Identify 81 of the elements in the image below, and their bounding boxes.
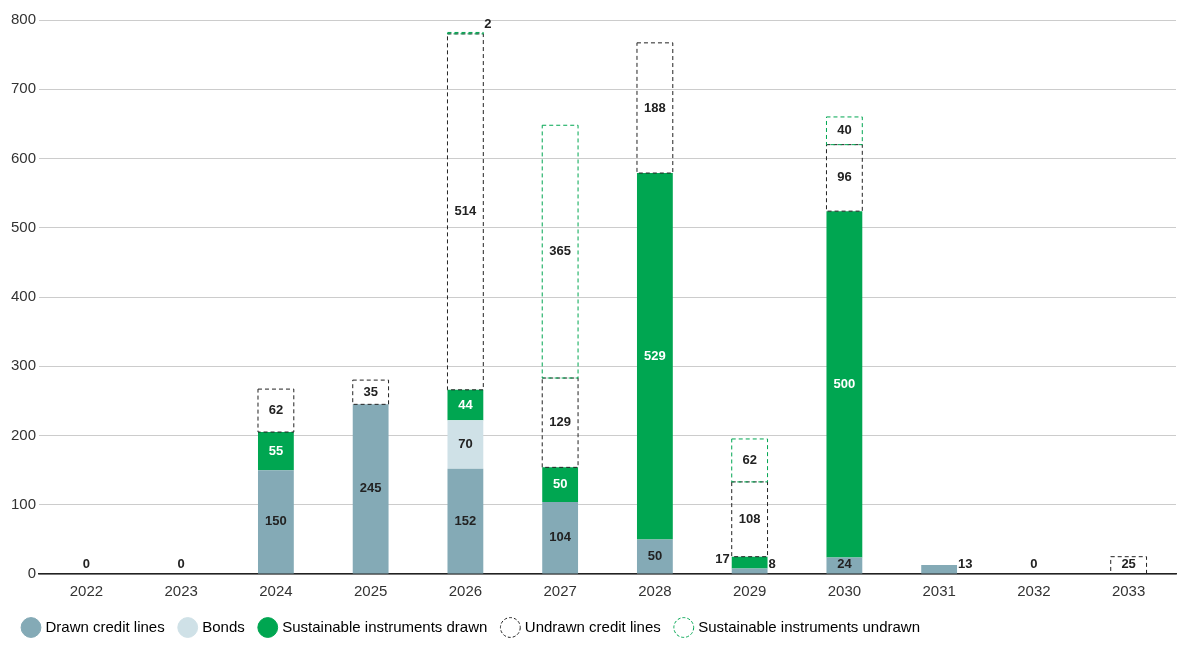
y-tick-label: 100 xyxy=(11,494,37,512)
bar xyxy=(447,468,484,574)
legend-label: Bonds xyxy=(202,617,245,635)
legend-label: Undrawn credit lines xyxy=(524,617,661,635)
x-tick-label: 2028 xyxy=(638,582,672,600)
y-tick-label: 600 xyxy=(11,148,37,166)
bar xyxy=(636,42,674,174)
bar xyxy=(447,389,484,421)
bar xyxy=(541,124,579,379)
legend-label: Drawn credit lines xyxy=(45,617,165,635)
bar xyxy=(636,173,673,540)
data-label: 35 xyxy=(363,383,378,399)
data-label: 0 xyxy=(1030,555,1038,571)
data-label: 96 xyxy=(837,169,852,185)
x-tick-label: 2029 xyxy=(732,582,767,600)
bar xyxy=(352,404,389,574)
x-tick-label: 2025 xyxy=(353,582,388,600)
data-label: 13 xyxy=(958,556,973,572)
bar xyxy=(446,31,484,35)
data-label: 70 xyxy=(458,436,473,452)
data-label: 50 xyxy=(552,476,568,492)
data-label: 188 xyxy=(644,99,666,115)
x-tick-label: 2023 xyxy=(164,582,198,600)
data-label: 2 xyxy=(484,16,492,32)
y-tick-label: 400 xyxy=(11,287,37,305)
bar xyxy=(257,388,295,433)
y-tick-label: 800 xyxy=(11,10,37,28)
y-tick-label: 700 xyxy=(11,79,37,97)
legend-label: Sustainable instruments drawn xyxy=(282,617,488,635)
data-label: 108 xyxy=(738,510,761,526)
bar xyxy=(542,467,579,502)
data-label: 104 xyxy=(549,529,572,545)
data-label: 129 xyxy=(549,414,571,430)
data-label: 25 xyxy=(1121,556,1136,572)
bar xyxy=(731,568,768,574)
data-label: 245 xyxy=(359,480,382,496)
bar xyxy=(731,481,769,558)
data-label: 50 xyxy=(647,548,663,564)
data-label: 365 xyxy=(549,243,571,259)
data-label: 0 xyxy=(177,555,185,571)
x-tick-label: 2030 xyxy=(827,582,862,600)
data-label: 17 xyxy=(715,551,730,567)
bar xyxy=(825,144,863,212)
bar xyxy=(825,116,863,146)
y-tick-label: 0 xyxy=(27,564,37,582)
x-tick-label: 2033 xyxy=(1111,582,1146,600)
bar xyxy=(257,432,294,471)
data-label: 152 xyxy=(454,512,477,528)
data-label: 500 xyxy=(833,375,856,391)
bar xyxy=(636,539,673,574)
data-label: 150 xyxy=(265,513,287,529)
data-label: 55 xyxy=(268,442,284,458)
data-label: 62 xyxy=(268,402,284,418)
bar xyxy=(731,438,769,483)
x-tick-label: 2032 xyxy=(1017,582,1051,600)
x-tick-label: 2022 xyxy=(69,582,104,600)
bar xyxy=(541,377,579,468)
bar xyxy=(921,565,958,574)
data-label: 24 xyxy=(837,556,853,572)
y-tick-label: 500 xyxy=(11,217,37,235)
bar xyxy=(257,470,294,574)
bar xyxy=(447,420,484,469)
y-tick-label: 300 xyxy=(11,356,37,374)
bar xyxy=(542,501,579,574)
bar xyxy=(826,211,863,558)
x-tick-label: 2031 xyxy=(922,582,956,600)
bar xyxy=(352,379,390,405)
x-tick-label: 2024 xyxy=(259,582,293,600)
legend-label: Sustainable instruments undrawn xyxy=(698,617,921,635)
data-label: 529 xyxy=(644,347,666,363)
y-tick-label: 200 xyxy=(11,425,37,443)
data-label: 514 xyxy=(454,203,477,219)
x-tick-label: 2027 xyxy=(543,582,577,600)
data-label: 0 xyxy=(82,555,91,571)
data-label: 62 xyxy=(742,452,757,468)
bar xyxy=(731,556,768,569)
x-tick-label: 2026 xyxy=(448,582,483,600)
bar xyxy=(446,33,484,391)
data-label: 40 xyxy=(837,122,852,138)
data-label: 8 xyxy=(768,556,776,572)
data-label: 44 xyxy=(458,396,474,412)
